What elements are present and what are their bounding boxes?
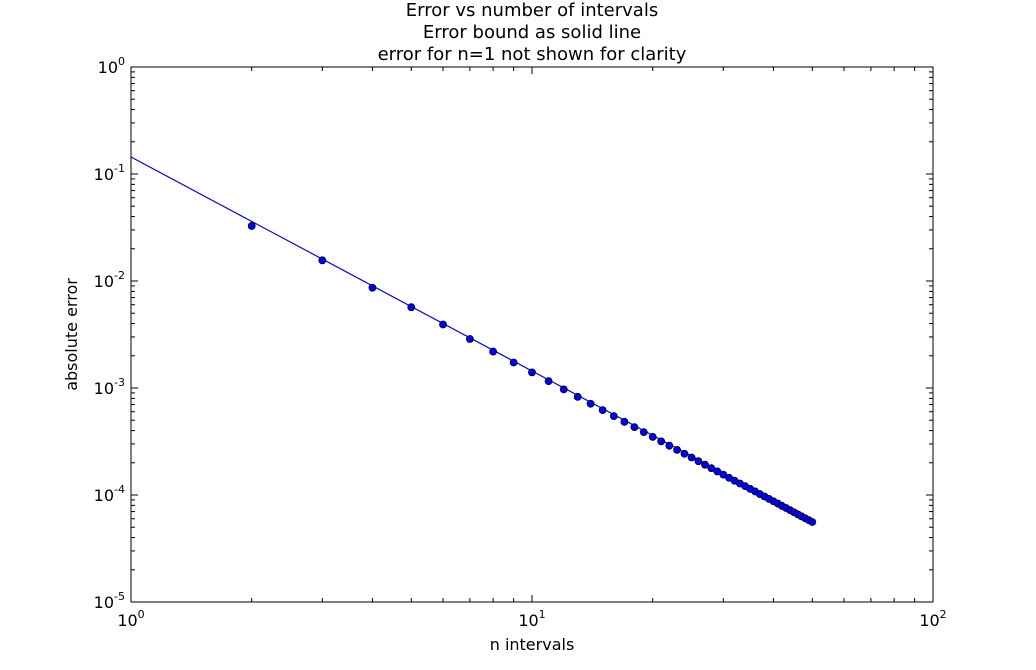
error-point [586, 399, 595, 408]
error-point [665, 441, 674, 450]
y-tick-label-base: 10 [94, 593, 114, 612]
error-point [573, 392, 582, 401]
x-tick-label: 100 [117, 608, 144, 630]
error-point [687, 453, 696, 462]
error-point [544, 377, 553, 386]
error-point [318, 256, 327, 265]
error-point [639, 428, 648, 437]
error-point [680, 449, 689, 458]
y-tick-label-base: 10 [94, 486, 114, 505]
x-tick-label: 102 [919, 608, 946, 630]
x-axis-label: n intervals [490, 635, 575, 654]
y-tick-label: 100 [98, 55, 125, 77]
error-point [808, 518, 817, 526]
chart-title-line: error for n=1 not shown for clarity [378, 44, 687, 65]
error-point [528, 368, 536, 377]
error-point [247, 222, 256, 230]
error-point [713, 467, 722, 476]
y-tick-label: 10-3 [94, 376, 125, 398]
y-tick-label: 10-4 [94, 483, 125, 505]
chart-title-line: Error bound as solid line [423, 22, 641, 43]
y-tick-label: 10-5 [94, 590, 125, 612]
x-tick-label-exponent: 1 [539, 608, 546, 621]
error-point [694, 457, 703, 466]
y-tick-label-base: 10 [94, 379, 114, 398]
error-point [701, 460, 709, 469]
chart-title-line: Error vs number of intervals [406, 0, 658, 21]
x-tick-label-exponent: 2 [940, 608, 947, 621]
y-axis-label: absolute error [62, 278, 81, 391]
y-tick-label-exponent: 0 [118, 55, 125, 68]
y-tick-label-exponent: -3 [114, 376, 125, 389]
error-point [368, 283, 377, 292]
error-point [673, 445, 681, 454]
y-tick-label: 10-2 [94, 269, 125, 291]
y-tick-label-exponent: -2 [114, 269, 125, 282]
x-tick-label-base: 10 [117, 611, 137, 630]
plot-series [130, 156, 817, 526]
error-point [559, 385, 568, 394]
error-point [707, 464, 716, 473]
y-tick-label-base: 10 [94, 165, 114, 184]
y-tick-label-exponent: -5 [114, 590, 125, 603]
y-tick-label-base: 10 [94, 272, 114, 291]
error-point [465, 335, 474, 343]
error-point [407, 303, 416, 312]
error-point [509, 358, 518, 367]
error-point [609, 412, 618, 421]
y-tick-label-exponent: -4 [114, 483, 125, 496]
error-point [620, 417, 629, 426]
axis-ticks [130, 66, 934, 603]
x-tick-label-exponent: 0 [138, 608, 145, 621]
error-point [657, 437, 666, 446]
error-point [598, 406, 607, 415]
x-tick-label-base: 10 [919, 611, 939, 630]
y-tick-label-base: 10 [98, 58, 118, 77]
x-tick-label-base: 10 [518, 611, 538, 630]
error-point [439, 320, 447, 329]
error-point [630, 423, 639, 432]
x-tick-label: 101 [518, 608, 545, 630]
error-point [489, 347, 498, 356]
error-point [648, 433, 657, 441]
y-tick-label-exponent: -1 [114, 162, 125, 175]
y-tick-label: 10-1 [94, 162, 125, 184]
